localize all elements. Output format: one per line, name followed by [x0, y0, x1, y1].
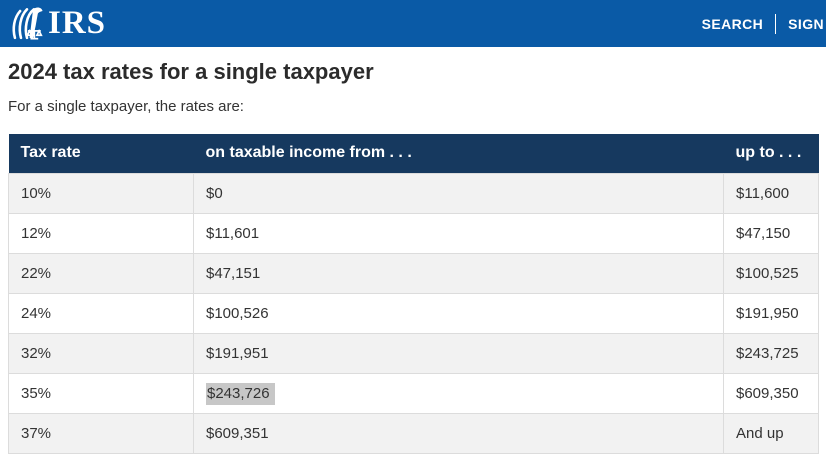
cell-tax-rate: 12%: [8, 213, 194, 254]
tax-rates-table: Tax rate on taxable income from . . . up…: [8, 133, 819, 454]
sign-in-link[interactable]: SIGN: [788, 15, 824, 32]
col-header-up-to: up to . . .: [723, 133, 819, 174]
cell-tax-rate: 24%: [8, 293, 194, 334]
table-row: 35% $243,726 $609,350: [8, 373, 819, 414]
table-row: 24% $100,526 $191,950: [8, 293, 819, 334]
table-row: 10% $0 $11,600: [8, 173, 819, 214]
table-row: 22% $47,151 $100,525: [8, 253, 819, 294]
cell-income-from: $191,951: [193, 333, 724, 374]
cell-up-to: $11,600: [723, 173, 819, 214]
cell-up-to: $243,725: [723, 333, 819, 374]
cell-up-to: $100,525: [723, 253, 819, 294]
cell-up-to: $47,150: [723, 213, 819, 254]
intro-text: For a single taxpayer, the rates are:: [8, 97, 244, 115]
table-row: 32% $191,951 $243,725: [8, 333, 819, 374]
cell-income-from: $100,526: [193, 293, 724, 334]
header-nav: SEARCH SIGN: [702, 0, 826, 47]
cell-income-from: $47,151: [193, 253, 724, 294]
cell-income-from: $609,351: [193, 413, 724, 454]
cell-up-to: And up: [723, 413, 819, 454]
page-content: 2024 tax rates for a single taxpayer For…: [0, 58, 826, 454]
cell-income-from: $11,601: [193, 213, 724, 254]
cell-income-from: $243,726: [193, 373, 724, 414]
irs-logo-link[interactable]: IRS: [8, 5, 106, 43]
page-title: 2024 tax rates for a single taxpayer: [8, 59, 374, 84]
cell-tax-rate: 35%: [8, 373, 194, 414]
irs-wordmark: IRS: [48, 5, 107, 41]
cell-up-to: $609,350: [723, 373, 819, 414]
cell-income-from: $0: [193, 173, 724, 214]
table-row: 37% $609,351 And up: [8, 413, 819, 454]
col-header-tax-rate: Tax rate: [8, 133, 194, 174]
cell-tax-rate: 37%: [8, 413, 194, 454]
selected-text-highlight[interactable]: $243,726: [206, 383, 275, 405]
irs-eagle-icon: [8, 5, 46, 43]
cell-tax-rate: 22%: [8, 253, 194, 294]
table-header-row: Tax rate on taxable income from . . . up…: [8, 133, 819, 174]
cell-tax-rate: 32%: [8, 333, 194, 374]
search-link[interactable]: SEARCH: [701, 15, 764, 32]
cell-tax-rate: 10%: [8, 173, 194, 214]
col-header-income-from: on taxable income from . . .: [193, 133, 724, 174]
table-row: 12% $11,601 $47,150: [8, 213, 819, 254]
nav-divider: [775, 13, 777, 34]
site-header: IRS SEARCH SIGN: [0, 0, 826, 47]
cell-up-to: $191,950: [723, 293, 819, 334]
